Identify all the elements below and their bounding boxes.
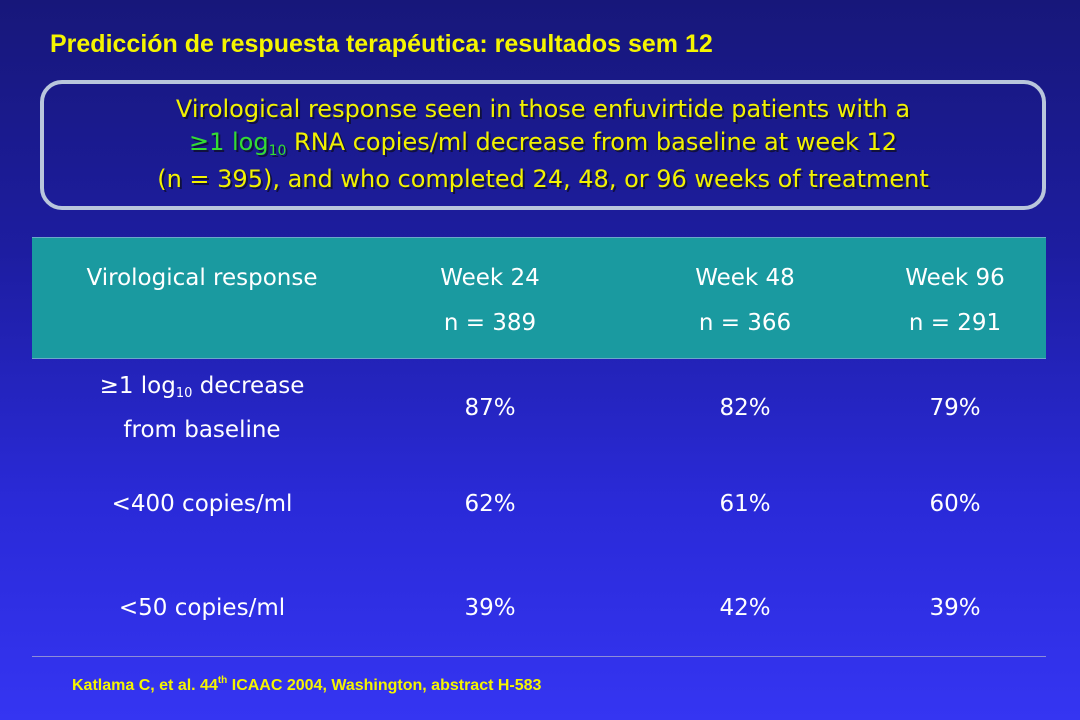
callout-line-2: ≥1 log10 RNA copies/ml decrease from bas… [188, 128, 898, 159]
callout-text: Virological response seen in those enfuv… [40, 93, 1046, 196]
slide-title: Predicción de respuesta terapéutica: res… [50, 30, 713, 58]
header-week-24: Week 24 [440, 265, 540, 291]
table-header [32, 237, 1046, 359]
row-3-week-96: 39% [929, 595, 981, 621]
row-2-label: <400 copies/ml [111, 491, 293, 517]
row-3-week-48: 42% [719, 595, 771, 621]
row-2-week-24: 62% [464, 491, 516, 517]
row-1-label-line2: from baseline [123, 417, 281, 443]
row-1-label: ≥1 log10 decrease [99, 373, 305, 401]
row-2-week-48: 61% [719, 491, 771, 517]
row-1-week-24: 87% [464, 395, 516, 421]
row-2-week-96: 60% [929, 491, 981, 517]
callout-line-1: Virological response seen in those enfuv… [175, 95, 911, 123]
row-3-label: <50 copies/ml [118, 595, 286, 621]
row-3-week-24: 39% [464, 595, 516, 621]
citation: Katlama C, et al. 44th ICAAC 2004, Washi… [72, 675, 542, 694]
header-virological-response: Virological response [86, 265, 318, 291]
header-n-week-24: n = 389 [443, 310, 537, 336]
header-n-week-48: n = 366 [698, 310, 792, 336]
header-week-48: Week 48 [695, 265, 795, 291]
row-1-week-48: 82% [719, 395, 771, 421]
callout-highlight: ≥1 log10 [188, 128, 287, 159]
table-bottom-rule [32, 656, 1046, 657]
header-n-week-96: n = 291 [908, 310, 1002, 336]
callout-box [40, 80, 1046, 210]
header-week-96: Week 96 [905, 265, 1005, 291]
row-1-week-96: 79% [929, 395, 981, 421]
callout-line-3: (n = 395), and who completed 24, 48, or … [157, 165, 929, 193]
